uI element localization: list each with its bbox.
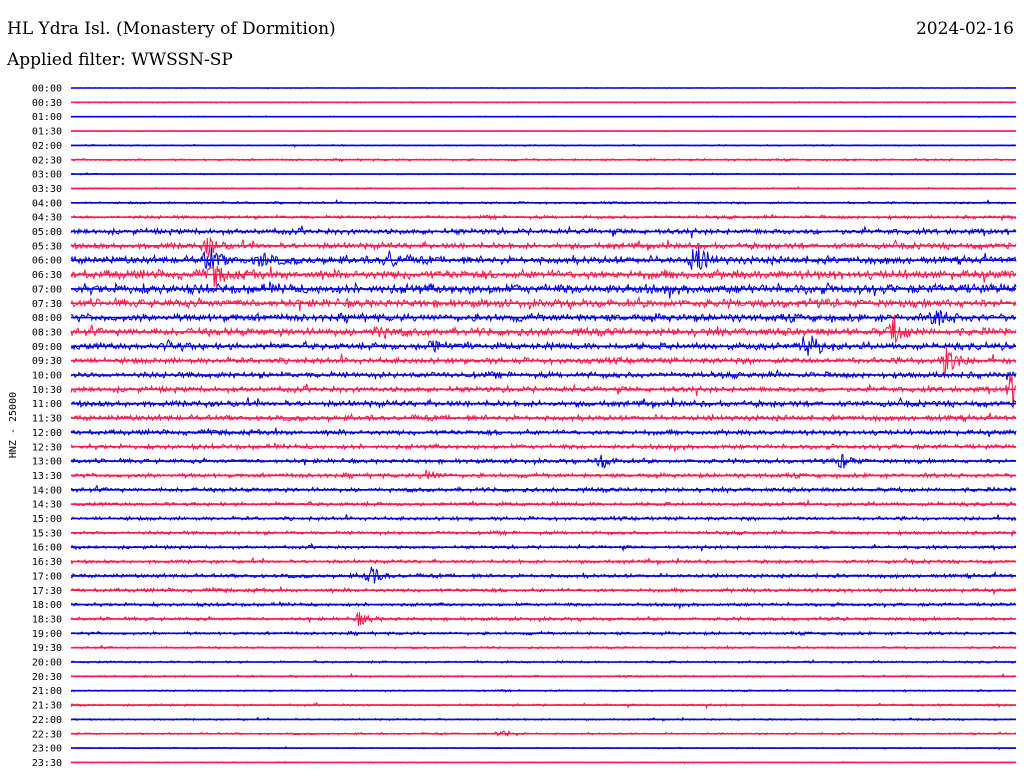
time-tick-label: 06:00 [32,256,62,267]
time-tick-label: 21:00 [32,686,62,697]
time-tick-label: 03:00 [32,170,62,181]
time-tick-label: 02:30 [32,155,62,166]
time-tick-label: 11:30 [32,414,62,425]
time-tick-label: 19:30 [32,643,62,654]
time-tick-label: 04:30 [32,213,62,224]
trace-line-0600 [70,246,1017,271]
plot-date: 2024-02-16 [915,19,1014,39]
time-tick-label: 21:30 [32,701,62,712]
y-axis-label: HNZ - 25000 [8,392,19,458]
time-tick-label: 20:30 [32,672,62,683]
time-tick-label: 01:00 [32,112,62,123]
time-tick-label: 11:00 [32,399,62,410]
time-tick-label: 23:00 [32,744,62,755]
time-tick-label: 03:30 [32,184,62,195]
trace-line-1330 [70,469,1017,480]
time-tick-label: 07:00 [32,284,62,295]
time-tick-label: 02:00 [32,141,62,152]
time-tick-label: 06:30 [32,270,62,281]
time-tick-label: 22:00 [32,715,62,726]
time-tick-label: 01:30 [32,127,62,138]
trace-line-0530 [70,237,1017,258]
time-tick-label: 18:00 [32,600,62,611]
trace-line-0800 [70,309,1017,326]
trace-line-0930 [70,347,1017,377]
time-tick-label: 09:30 [32,356,62,367]
time-tick-label: 17:30 [32,586,62,597]
time-tick-label: 20:00 [32,658,62,669]
time-tick-label: 13:30 [32,471,62,482]
time-tick-label: 08:00 [32,313,62,324]
trace-line-1300 [70,453,1017,469]
time-tick-label: 10:00 [32,371,62,382]
time-tick-label: 18:30 [32,614,62,625]
time-tick-label: 07:30 [32,299,62,310]
time-tick-label: 08:30 [32,327,62,338]
trace-line-0730 [70,295,1017,312]
trace-line-1500 [70,514,1017,522]
trace-line-1130 [70,412,1017,424]
time-tick-label: 13:00 [32,457,62,468]
filter-label: Applied filter: WWSSN-SP [7,50,233,70]
time-tick-label: 16:00 [32,543,62,554]
time-tick-label: 22:30 [32,729,62,740]
time-tick-label: 09:00 [32,342,62,353]
time-tick-label: 17:00 [32,571,62,582]
time-tick-label: 15:30 [32,528,62,539]
time-tick-label: 05:30 [32,241,62,252]
time-tick-label: 23:30 [32,758,62,769]
time-tick-label: 05:00 [32,227,62,238]
time-tick-label: 12:30 [32,442,62,453]
trace-group [70,86,1017,765]
time-tick-label: 15:00 [32,514,62,525]
time-tick-label: 16:30 [32,557,62,568]
time-tick-label: 14:30 [32,500,62,511]
time-tick-label: 04:00 [32,198,62,209]
trace-line-1030 [70,374,1017,409]
time-tick-label: 10:30 [32,385,62,396]
time-tick-labels: 00:00 00:30 01:00 01:30 02:00 02:30 03:00 03:30… [32,84,62,769]
time-tick-label: 19:00 [32,629,62,640]
trace-line-0700 [70,281,1017,299]
trace-line-0630 [70,266,1017,287]
time-tick-label: 12:00 [32,428,62,439]
time-tick-label: 00:30 [32,98,62,109]
station-title: HL Ydra Isl. (Monastery of Dormition) [7,19,336,39]
time-tick-label: 14:00 [32,485,62,496]
time-tick-label: 00:00 [32,84,62,95]
